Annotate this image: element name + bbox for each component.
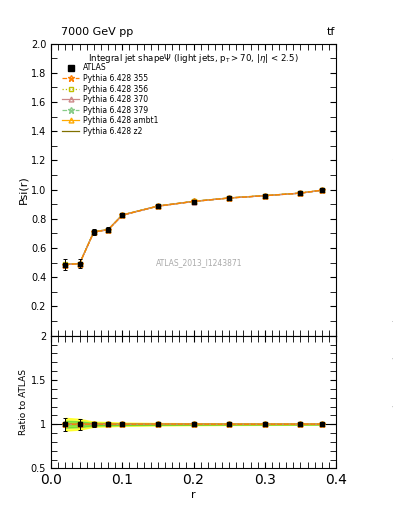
Text: mcplots.cern.ch [arXiv:1306.3436]: mcplots.cern.ch [arXiv:1306.3436]	[391, 311, 393, 406]
Text: Integral jet shape$\Psi$ (light jets, p$_{\rm T}$$>$70, $|\eta|$ < 2.5): Integral jet shape$\Psi$ (light jets, p$…	[88, 52, 299, 66]
Text: tf: tf	[327, 27, 335, 37]
Y-axis label: Psi(r): Psi(r)	[18, 175, 28, 204]
Text: 7000 GeV pp: 7000 GeV pp	[61, 27, 133, 37]
Legend: ATLAS, Pythia 6.428 355, Pythia 6.428 356, Pythia 6.428 370, Pythia 6.428 379, P: ATLAS, Pythia 6.428 355, Pythia 6.428 35…	[61, 62, 160, 137]
Y-axis label: Ratio to ATLAS: Ratio to ATLAS	[19, 369, 28, 435]
Text: Rivet 3.1.10, ≥ 2.9M events: Rivet 3.1.10, ≥ 2.9M events	[391, 125, 393, 202]
X-axis label: r: r	[191, 490, 196, 500]
Text: ATLAS_2013_I1243871: ATLAS_2013_I1243871	[156, 258, 242, 267]
